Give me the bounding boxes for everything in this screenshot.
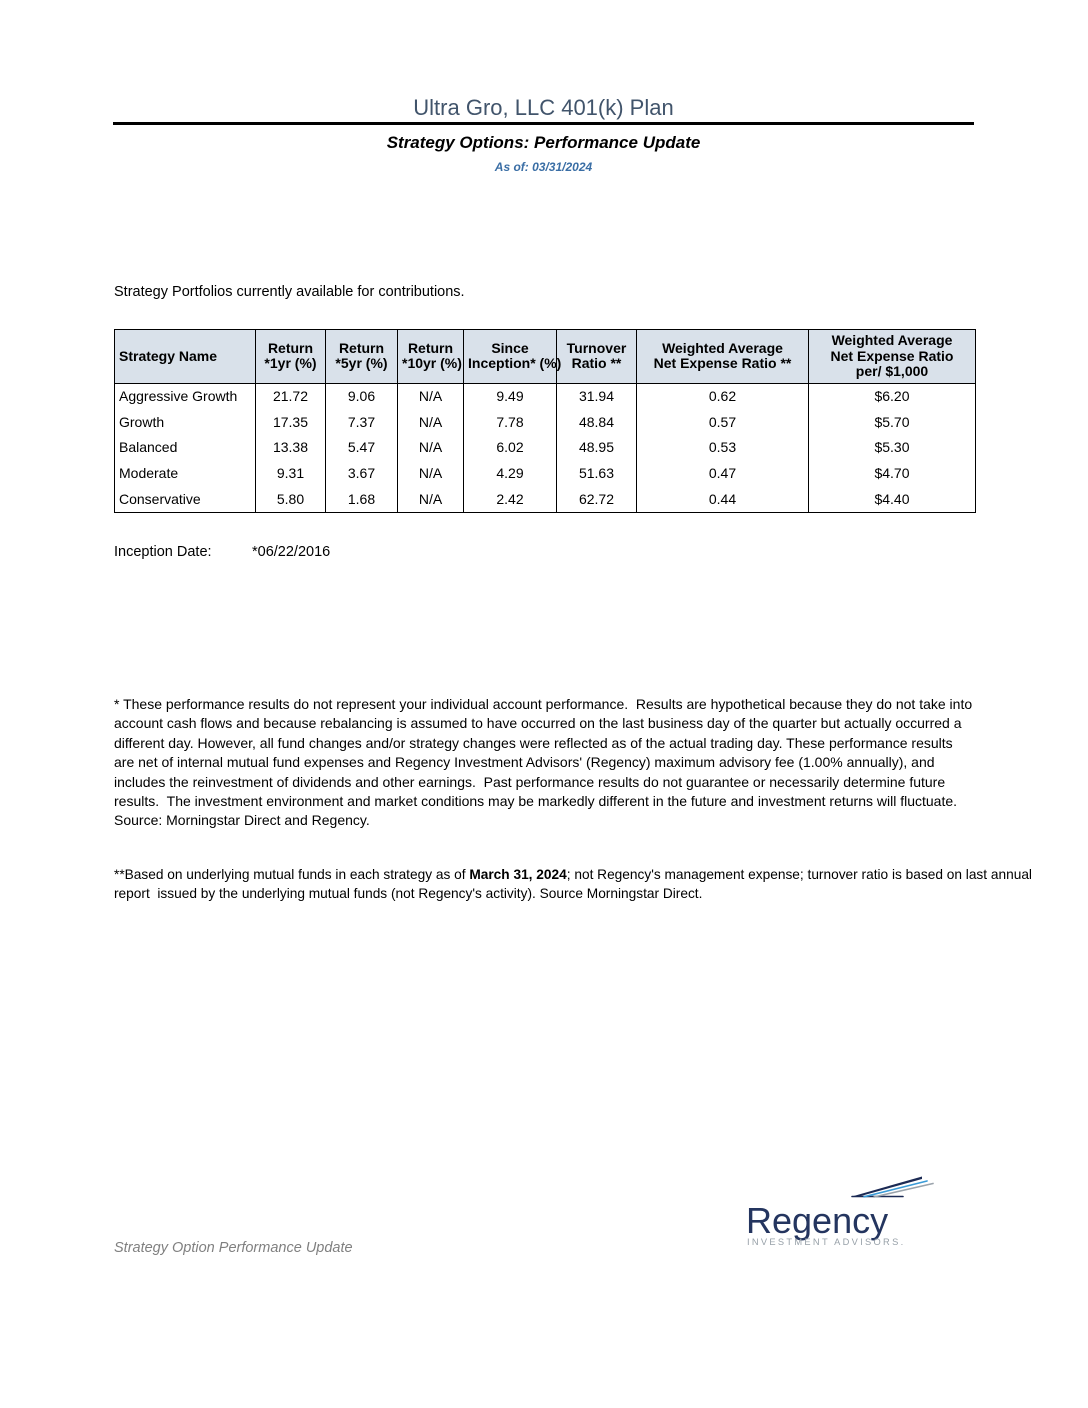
svg-text:INVESTMENT ADVISORS.: INVESTMENT ADVISORS. bbox=[747, 1237, 905, 1247]
svg-text:Regency: Regency bbox=[746, 1200, 888, 1241]
